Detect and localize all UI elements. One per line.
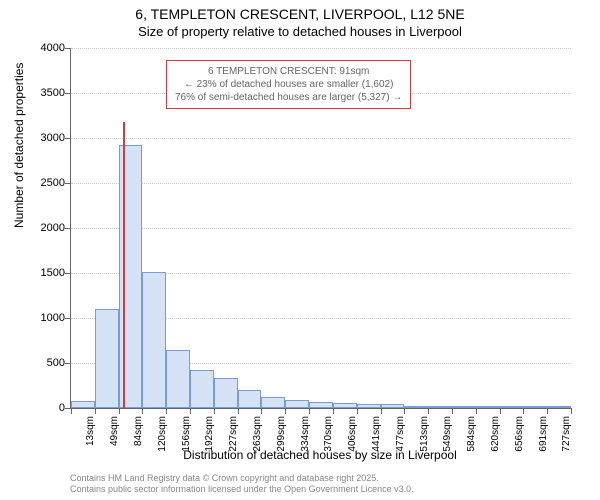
x-tick-label: 370sqm — [323, 416, 334, 452]
grid-line — [71, 138, 571, 139]
x-tick-label: 84sqm — [133, 416, 144, 446]
x-tick — [166, 408, 167, 414]
x-tick — [357, 408, 358, 414]
histogram-bar — [404, 406, 428, 408]
annotation-line-2: ← 23% of detached houses are smaller (1,… — [175, 78, 402, 91]
histogram-bar — [190, 370, 214, 408]
y-tick-label: 0 — [15, 402, 65, 414]
chart-title-sub: Size of property relative to detached ho… — [0, 24, 600, 39]
x-tick — [309, 408, 310, 414]
x-tick-label: 620sqm — [490, 416, 501, 452]
histogram-bar — [357, 404, 381, 408]
x-tick — [404, 408, 405, 414]
x-tick-label: 477sqm — [395, 416, 406, 452]
x-tick — [547, 408, 548, 414]
histogram-bar — [142, 272, 166, 408]
histogram-bar — [119, 145, 143, 408]
y-tick — [65, 318, 71, 319]
x-tick-label: 156sqm — [181, 416, 192, 452]
x-tick — [261, 408, 262, 414]
histogram-bar — [333, 403, 357, 408]
x-tick-label: 549sqm — [442, 416, 453, 452]
x-tick-label: 13sqm — [85, 416, 96, 446]
property-marker-line — [123, 122, 125, 408]
y-tick — [65, 138, 71, 139]
x-tick-label: 727sqm — [561, 416, 572, 452]
y-tick — [65, 273, 71, 274]
histogram-bar — [214, 378, 238, 408]
x-tick-label: 299sqm — [276, 416, 287, 452]
x-tick — [452, 408, 453, 414]
histogram-bar — [261, 397, 285, 408]
x-tick — [71, 408, 72, 414]
x-tick-label: 120sqm — [157, 416, 168, 452]
histogram-bar — [238, 390, 262, 408]
x-tick — [571, 408, 572, 414]
x-tick-label: 441sqm — [371, 416, 382, 452]
x-tick-label: 192sqm — [204, 416, 215, 452]
x-tick — [381, 408, 382, 414]
chart-title-main: 6, TEMPLETON CRESCENT, LIVERPOOL, L12 5N… — [0, 6, 600, 22]
x-tick — [476, 408, 477, 414]
histogram-bar — [452, 406, 476, 408]
x-tick-label: 334sqm — [300, 416, 311, 452]
x-tick — [238, 408, 239, 414]
histogram-bar — [95, 309, 119, 408]
x-tick-label: 263sqm — [252, 416, 263, 452]
x-tick-label: 49sqm — [109, 416, 120, 446]
y-tick — [65, 183, 71, 184]
y-tick-label: 1000 — [15, 312, 65, 324]
x-tick — [500, 408, 501, 414]
x-tick — [95, 408, 96, 414]
x-tick — [214, 408, 215, 414]
x-tick — [285, 408, 286, 414]
histogram-bar — [166, 350, 190, 408]
y-tick-label: 1500 — [15, 267, 65, 279]
histogram-bar — [523, 406, 547, 408]
histogram-bar — [476, 406, 500, 408]
y-tick — [65, 228, 71, 229]
x-tick — [523, 408, 524, 414]
x-tick-label: 691sqm — [538, 416, 549, 452]
footer-line-2: Contains public sector information licen… — [70, 484, 414, 496]
y-tick-label: 2000 — [15, 222, 65, 234]
chart-container: 6, TEMPLETON CRESCENT, LIVERPOOL, L12 5N… — [0, 0, 600, 500]
histogram-bar — [71, 401, 95, 408]
histogram-bar — [428, 406, 452, 408]
y-tick-label: 3500 — [15, 87, 65, 99]
grid-line — [71, 48, 571, 49]
x-axis-title: Distribution of detached houses by size … — [70, 448, 570, 462]
x-tick — [190, 408, 191, 414]
x-tick-label: 406sqm — [347, 416, 358, 452]
y-tick — [65, 93, 71, 94]
x-tick — [333, 408, 334, 414]
histogram-bar — [547, 406, 571, 408]
annotation-line-1: 6 TEMPLETON CRESCENT: 91sqm — [175, 65, 402, 78]
histogram-bar — [285, 400, 309, 408]
histogram-bar — [309, 402, 333, 408]
x-tick — [119, 408, 120, 414]
histogram-bar — [500, 406, 524, 408]
footer-attribution: Contains HM Land Registry data © Crown c… — [70, 473, 414, 496]
footer-line-1: Contains HM Land Registry data © Crown c… — [70, 473, 414, 485]
plot-area: 0500100015002000250030003500400013sqm49s… — [70, 48, 571, 409]
x-tick-label: 656sqm — [514, 416, 525, 452]
x-tick — [142, 408, 143, 414]
histogram-bar — [381, 404, 405, 408]
y-tick-label: 2500 — [15, 177, 65, 189]
x-tick — [428, 408, 429, 414]
y-tick — [65, 363, 71, 364]
y-tick-label: 4000 — [15, 42, 65, 54]
y-tick — [65, 48, 71, 49]
grid-line — [71, 183, 571, 184]
grid-line — [71, 228, 571, 229]
annotation-box: 6 TEMPLETON CRESCENT: 91sqm← 23% of deta… — [166, 60, 411, 109]
x-tick-label: 584sqm — [466, 416, 477, 452]
y-tick-label: 500 — [15, 357, 65, 369]
annotation-line-3: 76% of semi-detached houses are larger (… — [175, 91, 402, 104]
x-tick-label: 227sqm — [228, 416, 239, 452]
y-tick-label: 3000 — [15, 132, 65, 144]
x-tick-label: 513sqm — [419, 416, 430, 452]
